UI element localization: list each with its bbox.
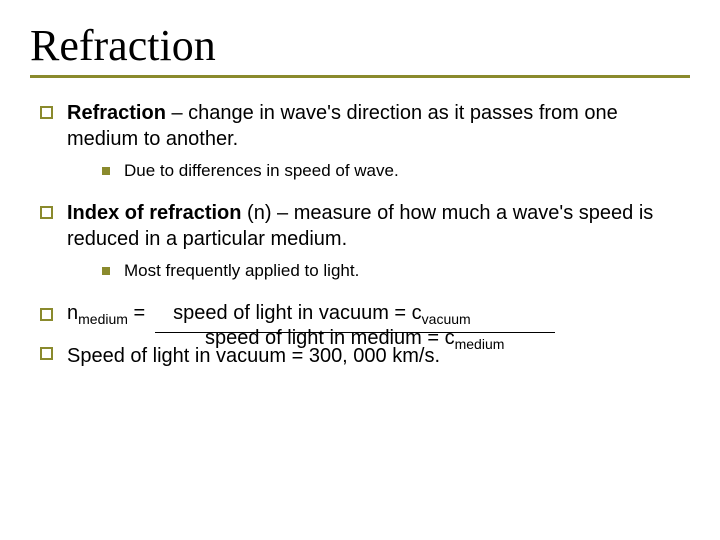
term-1: Refraction bbox=[67, 102, 166, 124]
subbullet-2: Most frequently applied to light. bbox=[102, 260, 690, 282]
slide-title: Refraction bbox=[30, 20, 690, 71]
subbullet-1-text: Due to differences in speed of wave. bbox=[124, 160, 399, 182]
denom-sub: medium bbox=[455, 336, 505, 352]
bullet-1-text: Refraction – change in wave's direction … bbox=[67, 100, 690, 152]
bullet-square-icon bbox=[102, 267, 110, 275]
numer-text: speed of light in vacuum = c bbox=[173, 302, 421, 324]
speed-overlap-wrap: speed of light in medium = cmedium Speed… bbox=[67, 333, 690, 369]
lhs-eq: = bbox=[128, 302, 145, 324]
lhs-n: n bbox=[67, 302, 78, 324]
bullet-2: Index of refraction (n) – measure of how… bbox=[30, 200, 690, 252]
bullet-box-icon bbox=[40, 347, 53, 360]
bullet-1: Refraction – change in wave's direction … bbox=[30, 100, 690, 152]
denom-text: speed of light in medium = c bbox=[205, 327, 455, 349]
formula-lhs: nmedium = bbox=[67, 300, 145, 328]
slide: Refraction Refraction – change in wave's… bbox=[0, 0, 720, 540]
bullet-square-icon bbox=[102, 167, 110, 175]
lhs-sub: medium bbox=[78, 311, 128, 327]
subbullet-1: Due to differences in speed of wave. bbox=[102, 160, 690, 182]
term-2: Index of refraction bbox=[67, 202, 241, 224]
subbullet-2-text: Most frequently applied to light. bbox=[124, 260, 359, 282]
bullet-box-icon bbox=[40, 308, 53, 321]
formula-denominator: speed of light in medium = cmedium bbox=[205, 325, 504, 353]
title-underline bbox=[30, 75, 690, 78]
formula-numerator: speed of light in vacuum = cvacuum bbox=[155, 300, 555, 328]
bullet-box-icon bbox=[40, 206, 53, 219]
symbol-2: (n) bbox=[241, 202, 271, 224]
slide-content: Refraction – change in wave's direction … bbox=[30, 100, 690, 369]
bullet-2-text: Index of refraction (n) – measure of how… bbox=[67, 200, 690, 252]
bullet-box-icon bbox=[40, 106, 53, 119]
bullet-4-speed: speed of light in medium = cmedium Speed… bbox=[30, 333, 690, 369]
